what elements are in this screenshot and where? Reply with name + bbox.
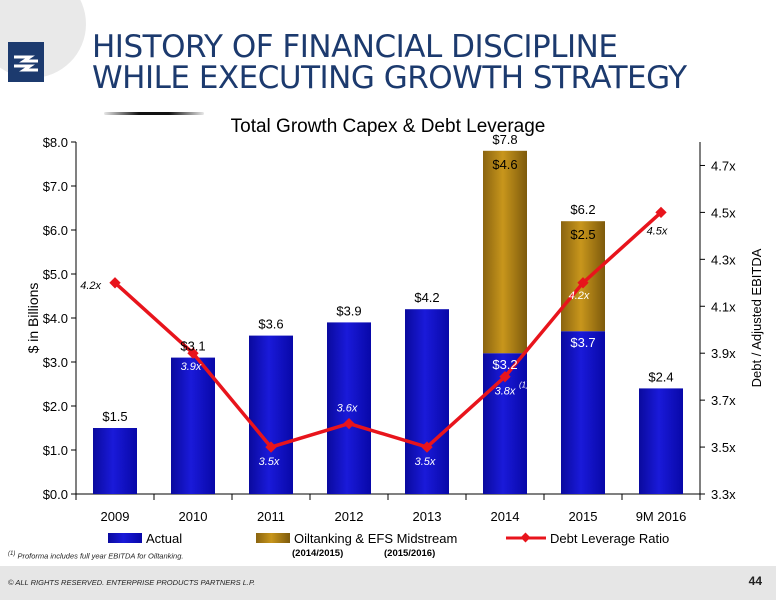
y-axis-title: $ in Billions — [25, 283, 41, 354]
leverage-point — [109, 277, 121, 289]
leverage-point — [343, 417, 355, 430]
leverage-point — [421, 441, 433, 453]
legend-sublabel: (2014/2015) — [292, 548, 343, 559]
page-number: 44 — [748, 574, 762, 588]
leverage-line — [113, 211, 663, 450]
bar-actual — [639, 388, 683, 494]
ratio-label: 3.6x — [337, 403, 358, 415]
ratio-label: 3.5x — [415, 456, 436, 468]
leverage-point — [499, 371, 511, 383]
bar-actual — [405, 309, 449, 494]
page-title: HISTORY OF FINANCIAL DISCIPLINE WHILE EX… — [92, 32, 752, 94]
right-tick-label: 4.3x — [711, 252, 736, 267]
x-tick-label: 2012 — [335, 509, 364, 524]
x-tick-label: 2010 — [179, 509, 208, 524]
leverage-point — [655, 206, 667, 219]
bar-actual — [327, 322, 371, 494]
footnote: (1) Proforma includes full year EBITDA f… — [8, 551, 183, 561]
legend-leverage-label: Debt Leverage Ratio — [550, 531, 669, 546]
left-tick-label: $7.0 — [43, 179, 68, 194]
x-tick-label: 2009 — [101, 509, 130, 524]
right-tick-label: 4.5x — [711, 205, 736, 220]
legend-actual-label: Actual — [146, 531, 182, 546]
footer-bar — [0, 566, 776, 600]
legend-oiltanking-swatch — [256, 533, 290, 543]
footnote-text: Proforma includes full year EBITDA for O… — [17, 551, 184, 561]
x-tick-label: 2011 — [257, 509, 285, 524]
right-tick-label: 4.1x — [711, 299, 736, 314]
legend-oiltanking-label: Oiltanking & EFS Midstream — [294, 531, 457, 546]
total-label: $7.8 — [492, 132, 517, 147]
bar-oiltanking — [483, 150, 527, 354]
title-underline — [104, 112, 204, 115]
total-label: $1.5 — [102, 409, 127, 424]
x-tick-label: 2014 — [491, 509, 520, 524]
bar-actual — [561, 331, 605, 494]
left-tick-label: $0.0 — [43, 487, 68, 502]
total-label: $4.2 — [414, 290, 439, 305]
left-tick-label: $4.0 — [43, 311, 68, 326]
y2-axis-title: Debt / Adjusted EBITDA — [749, 248, 764, 387]
total-label: $2.4 — [648, 369, 673, 384]
oiltanking-segment-label: $2.5 — [570, 227, 595, 242]
right-tick-label: 3.9x — [711, 346, 736, 361]
left-tick-label: $2.0 — [43, 399, 68, 414]
leverage-point — [577, 277, 589, 289]
leverage-point — [265, 441, 277, 453]
capex-leverage-chart: Total Growth Capex & Debt Leverage $0.0 $… — [25, 116, 764, 559]
bar-actual — [93, 428, 137, 494]
page-title-line-1: HISTORY OF FINANCIAL DISCIPLINE — [92, 29, 618, 65]
bar-actual — [171, 357, 215, 494]
ratio-footnote-marker: (1) — [519, 381, 529, 390]
left-tick-label: $5.0 — [43, 267, 68, 282]
leverage-point — [187, 347, 199, 359]
right-tick-label: 3.5x — [711, 440, 736, 455]
total-label: $3.6 — [258, 317, 283, 332]
total-label: $3.9 — [336, 303, 361, 318]
x-tick-label: 2013 — [413, 509, 442, 524]
right-tick-label: 3.7x — [711, 393, 736, 408]
copyright-text: © ALL RIGHTS RESERVED. ENTERPRISE PRODUC… — [8, 578, 256, 587]
legend-sublabel: (2015/2016) — [384, 548, 435, 559]
left-tick-label: $3.0 — [43, 355, 68, 370]
legend-leverage-marker — [520, 532, 531, 543]
left-tick-label: $6.0 — [43, 223, 68, 238]
right-tick-label: 4.7x — [711, 158, 736, 173]
x-tick-label: 9M 2016 — [636, 509, 687, 524]
enterprise-logo-icon — [8, 42, 44, 82]
left-tick-label: $1.0 — [43, 443, 68, 458]
ratio-label: 4.2x — [80, 280, 101, 292]
ratio-label: 4.5x — [647, 225, 668, 237]
ratio-label: 3.8x — [495, 386, 516, 398]
page-title-line-2: WHILE EXECUTING GROWTH STRATEGY — [92, 60, 687, 96]
ratio-label: 4.2x — [569, 290, 590, 302]
chart-title: Total Growth Capex & Debt Leverage — [231, 116, 546, 137]
bar-oiltanking — [561, 221, 605, 332]
bar-actual — [249, 335, 293, 494]
left-tick-label: $8.0 — [43, 135, 68, 150]
actual-segment-label: $3.7 — [570, 335, 595, 350]
oiltanking-segment-label: $4.6 — [492, 157, 517, 172]
ratio-label: 3.5x — [259, 456, 280, 468]
actual-segment-label: $3.2 — [492, 357, 517, 372]
x-tick-label: 2015 — [569, 509, 598, 524]
total-label: $6.2 — [570, 202, 595, 217]
ratio-label: 3.9x — [181, 361, 202, 373]
total-label: $3.1 — [180, 339, 205, 354]
right-tick-label: 3.3x — [711, 487, 736, 502]
footnote-marker: (1) — [8, 551, 16, 557]
legend-actual-swatch — [108, 533, 142, 543]
